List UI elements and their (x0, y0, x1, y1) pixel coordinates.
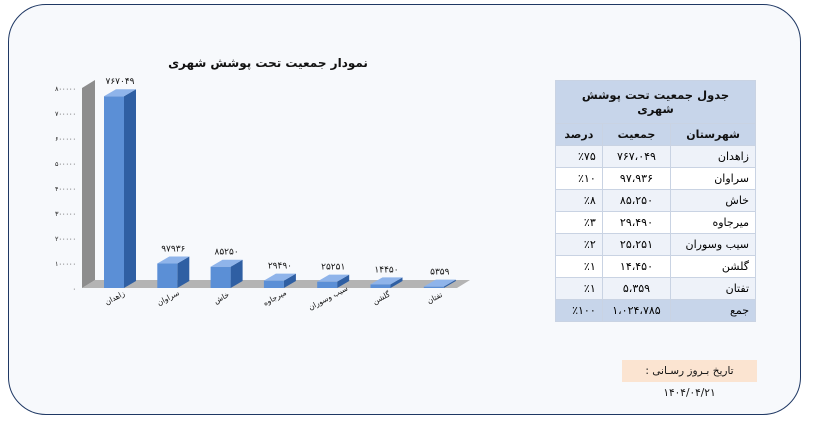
y-tick-label: ۱۰۰۰۰۰ (55, 260, 76, 268)
cell-population: ۵،۳۵۹ (601, 277, 672, 300)
table-row: تفتان ۵،۳۵۹ ٪۱ (555, 277, 756, 300)
x-tick-label: زاهدان (103, 289, 126, 307)
y-tick-label: ۲۰۰۰۰۰ (55, 235, 76, 243)
bar-top (263, 273, 296, 281)
y-tick-label: ۰ (73, 285, 77, 293)
data-label: ۲۵۲۵۱ (321, 263, 345, 273)
header-city: شهرستان (670, 123, 756, 146)
table-row: سیب وسوران ۲۵،۲۵۱ ٪۲ (555, 233, 756, 256)
data-label: ۱۴۴۵۰ (374, 265, 398, 275)
chart-title: نمودار جمعیت تحت پوشش شهری (168, 56, 368, 71)
cell-city: تفتان (670, 277, 756, 300)
table-row: گلشن ۱۴،۴۵۰ ٪۱ (555, 255, 756, 278)
bar-top (317, 274, 350, 282)
y-tick-label: ۸۰۰۰۰۰ (55, 85, 76, 93)
bar-front (317, 281, 338, 288)
bar: ۱۴۴۵۰ (370, 265, 403, 288)
bar-top (104, 89, 136, 97)
cell-population: ۱۴،۴۵۰ (601, 255, 672, 278)
bar-front (370, 284, 391, 288)
y-tick-label: ۳۰۰۰۰۰ (55, 210, 76, 218)
bar: ۸۵۲۵۰ (210, 248, 243, 288)
update-date-badge: تاریخ بـروز رسـانی : ۱۴۰۴/۰۴/۲۱ (622, 360, 757, 399)
total-population: ۱،۰۲۴،۷۸۵ (601, 299, 672, 322)
bar-side (230, 259, 243, 288)
cell-city: میرجاوه (670, 211, 756, 234)
bar-side (177, 256, 190, 288)
table-row: سراوان ۹۷،۹۳۶ ٪۱۰ (555, 167, 756, 190)
data-label: ۸۵۲۵۰ (215, 248, 239, 258)
cell-percent: ٪۱۰ (555, 167, 603, 190)
cell-city: سیب وسوران (670, 233, 756, 256)
bar-front (423, 286, 444, 288)
data-label: ۷۶۷۰۴۹ (105, 77, 134, 87)
cell-population: ۲۹،۴۹۰ (601, 211, 672, 234)
table-row: زاهدان ۷۶۷،۰۴۹ ٪۷۵ (555, 145, 756, 168)
data-label: ۲۹۴۹۰ (268, 262, 292, 272)
table-total-row: جمع ۱،۰۲۴،۷۸۵ ٪۱۰۰ (555, 299, 756, 322)
table-row: میرجاوه ۲۹،۴۹۰ ٪۳ (555, 211, 756, 234)
cell-percent: ٪۱ (555, 277, 603, 300)
y-tick-label: ۴۰۰۰۰۰ (55, 185, 76, 193)
bar: ۹۷۹۳۶ (157, 245, 190, 288)
cell-population: ۹۷،۹۳۶ (601, 167, 672, 190)
bar-side (390, 277, 403, 288)
cell-city: سراوان (670, 167, 756, 190)
bar-front (157, 263, 178, 288)
bar-front (263, 280, 284, 288)
cell-percent: ٪۷۵ (555, 145, 603, 168)
bar-side (443, 279, 456, 288)
x-tick-label: میرجاوه (262, 288, 288, 308)
chart-left-wall (82, 80, 95, 288)
bar-front (104, 96, 124, 288)
cell-percent: ٪۸ (555, 189, 603, 212)
cell-percent: ٪۱ (555, 255, 603, 278)
cell-percent: ٪۲ (555, 233, 603, 256)
total-percent: ٪۱۰۰ (555, 299, 603, 322)
bar-top (210, 259, 243, 267)
cell-population: ۲۵،۲۵۱ (601, 233, 672, 256)
data-label: ۹۷۹۳۶ (161, 245, 185, 255)
header-percent: درصد (555, 123, 603, 146)
population-table: جدول جمعیت تحت پوشش شهری شهرستان جمعیت د… (555, 80, 756, 322)
cell-population: ۷۶۷،۰۴۹ (601, 145, 672, 168)
cell-city: خاش (670, 189, 756, 212)
cell-percent: ٪۳ (555, 211, 603, 234)
bar: ۲۵۲۵۱ (317, 263, 350, 288)
bar-top (157, 256, 190, 264)
x-tick-label: خاش (212, 290, 231, 306)
x-tick-label: گلشن (371, 289, 392, 306)
cell-population: ۸۵،۲۵۰ (601, 189, 672, 212)
cell-city: گلشن (670, 255, 756, 278)
bar: ۵۳۵۹ (423, 268, 456, 288)
bar-side (124, 89, 136, 288)
bar: ۷۶۷۰۴۹ (104, 77, 136, 288)
table-title: جدول جمعیت تحت پوشش شهری (555, 80, 756, 124)
bar-front (210, 266, 231, 288)
bar-side (337, 274, 350, 288)
header-population: جمعیت (601, 123, 672, 146)
table-row: خاش ۸۵،۲۵۰ ٪۸ (555, 189, 756, 212)
x-tick-label: سراوان (156, 288, 181, 307)
y-tick-label: ۷۰۰۰۰۰ (55, 110, 76, 118)
bar-side (283, 273, 296, 288)
y-tick-label: ۶۰۰۰۰۰ (55, 135, 76, 143)
y-tick-label: ۵۰۰۰۰۰ (55, 160, 76, 168)
x-tick-label: تفتان (425, 290, 443, 305)
bar-top (423, 279, 456, 287)
total-label: جمع (670, 299, 756, 322)
data-label: ۵۳۵۹ (430, 268, 450, 278)
bar: ۲۹۴۹۰ (263, 262, 296, 288)
cell-city: زاهدان (670, 145, 756, 168)
bar-top (370, 277, 403, 285)
